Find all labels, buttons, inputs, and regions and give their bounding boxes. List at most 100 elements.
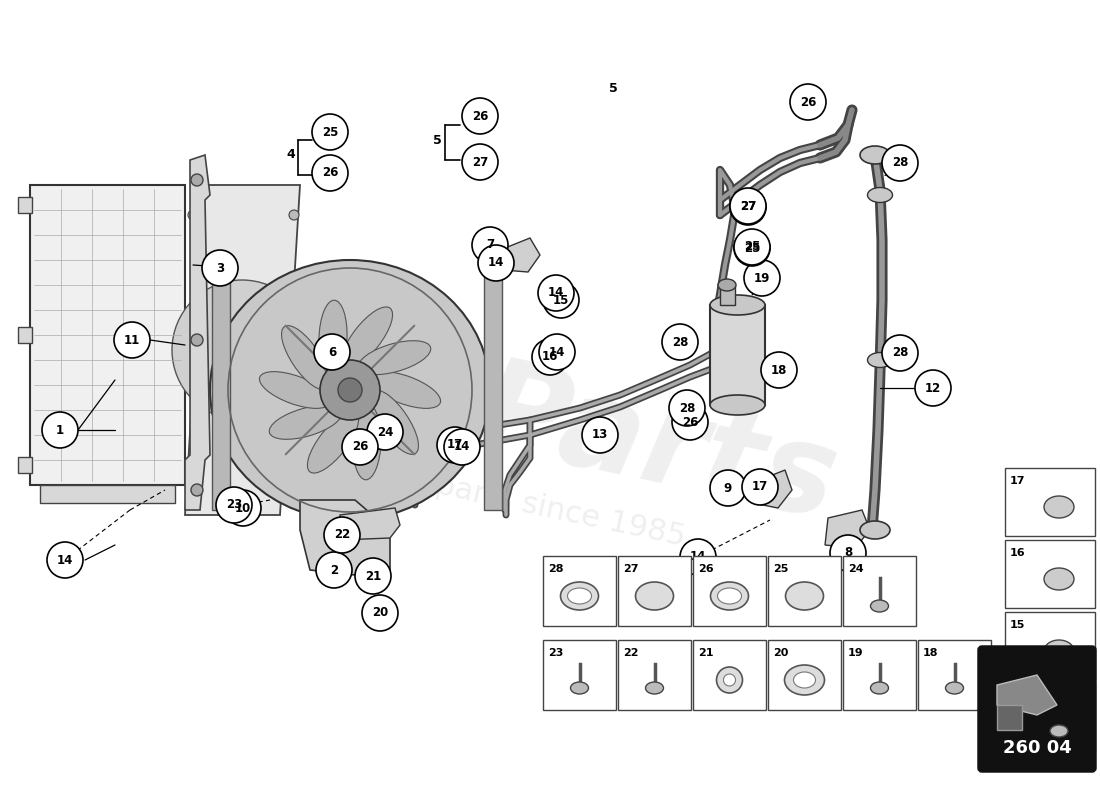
Polygon shape (330, 340, 370, 372)
Text: 27: 27 (623, 564, 638, 574)
Ellipse shape (785, 582, 824, 610)
Text: 28: 28 (679, 402, 695, 414)
Text: 23: 23 (548, 648, 563, 658)
Bar (212, 270, 230, 510)
Circle shape (342, 429, 378, 465)
Ellipse shape (270, 406, 342, 439)
Circle shape (462, 144, 498, 180)
Text: 11: 11 (124, 334, 140, 346)
Ellipse shape (210, 260, 490, 520)
Circle shape (734, 230, 770, 266)
Circle shape (355, 558, 390, 594)
Ellipse shape (370, 372, 441, 408)
Text: 14: 14 (690, 550, 706, 563)
Text: 15: 15 (1010, 620, 1025, 630)
Text: 26: 26 (682, 415, 698, 429)
Text: 3: 3 (216, 262, 224, 274)
Circle shape (539, 334, 575, 370)
Circle shape (314, 334, 350, 370)
Ellipse shape (711, 582, 748, 610)
Circle shape (191, 174, 204, 186)
Circle shape (744, 260, 780, 296)
Text: 17: 17 (447, 438, 463, 451)
Text: 19: 19 (754, 271, 770, 285)
Text: 17: 17 (752, 481, 768, 494)
Circle shape (710, 470, 746, 506)
Polygon shape (758, 470, 792, 508)
Circle shape (47, 542, 82, 578)
Text: 21: 21 (365, 570, 381, 582)
Ellipse shape (1044, 712, 1074, 734)
Polygon shape (997, 705, 1022, 730)
Text: 17: 17 (1010, 476, 1025, 486)
Ellipse shape (793, 672, 815, 688)
Bar (18, 197, 32, 213)
Text: 12: 12 (925, 382, 942, 394)
Polygon shape (340, 508, 400, 540)
Text: 24: 24 (848, 564, 864, 574)
Text: 18: 18 (923, 648, 938, 658)
Circle shape (543, 282, 579, 318)
Text: 25: 25 (773, 564, 789, 574)
Text: 7: 7 (486, 238, 494, 251)
Circle shape (216, 487, 252, 523)
Text: a passion for parts since 1985: a passion for parts since 1985 (231, 428, 689, 552)
Text: 27: 27 (740, 199, 756, 213)
Text: 27: 27 (472, 155, 488, 169)
Circle shape (730, 189, 766, 225)
Circle shape (289, 210, 299, 220)
Bar (618, 640, 691, 710)
Ellipse shape (724, 674, 736, 686)
Ellipse shape (282, 326, 330, 390)
Circle shape (320, 360, 379, 420)
Text: 26: 26 (472, 110, 488, 122)
Bar (843, 640, 916, 710)
Bar (618, 556, 691, 626)
Ellipse shape (710, 395, 764, 415)
Circle shape (478, 245, 514, 281)
Ellipse shape (571, 682, 588, 694)
Circle shape (312, 114, 348, 150)
Ellipse shape (646, 682, 663, 694)
Bar (1005, 468, 1094, 536)
Text: 28: 28 (892, 157, 909, 170)
Text: 22: 22 (623, 648, 638, 658)
Text: 26: 26 (322, 166, 338, 179)
Bar (30, 185, 185, 485)
Circle shape (437, 427, 473, 463)
Circle shape (324, 517, 360, 553)
Text: 14: 14 (454, 441, 470, 454)
Text: 9: 9 (724, 482, 733, 494)
Circle shape (312, 155, 348, 191)
Circle shape (191, 334, 204, 346)
Circle shape (790, 84, 826, 120)
Polygon shape (300, 500, 390, 580)
FancyBboxPatch shape (979, 647, 1094, 771)
Text: 5: 5 (609, 82, 618, 94)
Bar (484, 270, 502, 510)
Bar (720, 285, 735, 305)
Circle shape (532, 339, 568, 375)
Text: 10: 10 (235, 502, 251, 514)
Circle shape (191, 484, 204, 496)
Text: 16: 16 (1010, 548, 1025, 558)
Polygon shape (997, 675, 1057, 715)
Circle shape (444, 429, 480, 465)
Text: 27: 27 (740, 201, 756, 214)
Text: 18: 18 (771, 363, 788, 377)
Ellipse shape (870, 600, 889, 612)
Text: 6: 6 (328, 346, 337, 358)
Ellipse shape (359, 341, 431, 374)
Bar (543, 640, 616, 710)
Circle shape (202, 250, 238, 286)
Text: 22: 22 (334, 529, 350, 542)
Ellipse shape (860, 521, 890, 539)
Text: 19: 19 (848, 648, 864, 658)
Text: 25: 25 (322, 126, 338, 138)
Polygon shape (825, 510, 870, 548)
Ellipse shape (868, 187, 892, 202)
Text: 26: 26 (352, 441, 368, 454)
Text: 1: 1 (56, 423, 64, 437)
Text: 26: 26 (800, 95, 816, 109)
Bar (843, 556, 916, 626)
